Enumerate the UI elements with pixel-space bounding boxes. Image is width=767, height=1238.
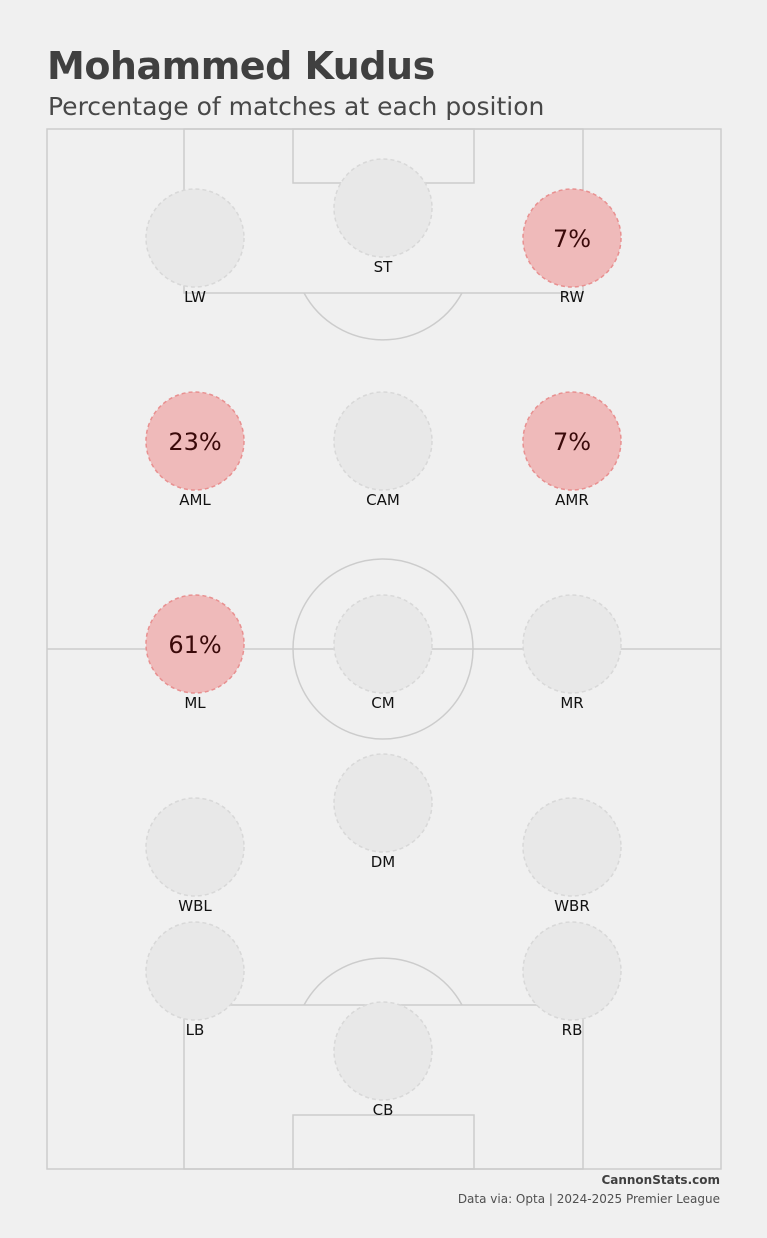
position-label-lb: LB [186,1021,205,1039]
position-marker-mr [522,594,622,694]
footer-site: CannonStats.com [601,1173,720,1187]
position-value-rw: 7% [553,225,591,253]
position-markers: ST LW 7% RW 23% AML CAM 7% AMR 61% ML CM MR DM WBL WBR L… [145,158,622,1119]
position-label-rb: RB [562,1021,583,1039]
position-marker-rw [522,188,622,288]
position-label-cm: CM [371,694,394,712]
center-circle [292,558,474,740]
position-label-wbr: WBR [554,897,590,915]
position-marker-cm [333,594,433,694]
position-label-aml: AML [179,491,211,509]
position-label-dm: DM [371,853,396,871]
position-marker-dm [333,753,433,853]
position-label-cam: CAM [366,491,400,509]
position-label-mr: MR [560,694,583,712]
chart-subtitle: Percentage of matches at each position [48,92,545,121]
position-label-lw: LW [184,288,206,306]
bottom-six-yard-box [292,1114,475,1170]
position-label-rw: RW [560,288,585,306]
position-marker-cam [333,391,433,491]
position-value-ml: 61% [168,631,221,659]
position-marker-lw [145,188,245,288]
position-label-amr: AMR [555,491,589,509]
footer-source: Data via: Opta | 2024-2025 Premier Leagu… [457,1192,720,1206]
position-marker-rb [522,921,622,1021]
position-marker-lb [145,921,245,1021]
position-marker-wbr [522,797,622,897]
chart-title: Mohammed Kudus [47,44,435,88]
position-value-aml: 23% [168,428,221,456]
position-label-st: ST [374,258,394,276]
position-label-wbl: WBL [178,897,212,915]
position-label-cb: CB [373,1101,394,1119]
position-marker-amr [522,391,622,491]
position-value-amr: 7% [553,428,591,456]
position-marker-cb [333,1001,433,1101]
position-label-ml: ML [184,694,206,712]
position-marker-aml [145,391,245,491]
position-marker-wbl [145,797,245,897]
position-marker-st [333,158,433,258]
position-marker-ml [145,594,245,694]
top-penalty-arc [303,292,463,341]
bottom-penalty-arc [303,957,463,1006]
